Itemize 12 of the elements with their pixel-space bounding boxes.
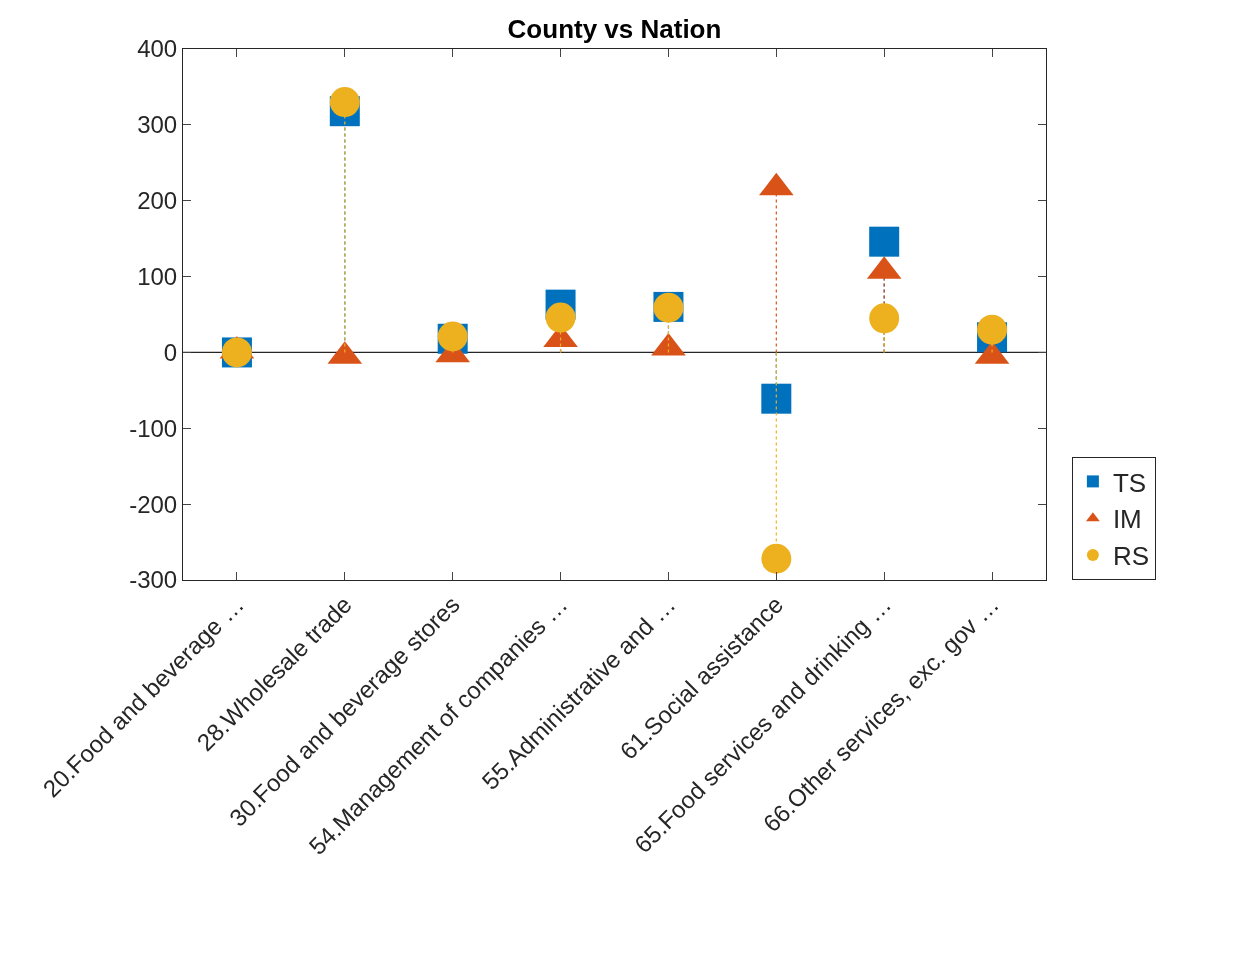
legend-label: RS	[1112, 541, 1150, 572]
y-tick-label: 400	[137, 35, 178, 63]
y-tick-label: -100	[129, 414, 178, 442]
y-tick-label: 200	[137, 187, 178, 215]
legend-label: IM	[1112, 504, 1142, 535]
y-tick-label: 300	[137, 111, 178, 139]
y-tick-label: -300	[129, 566, 178, 594]
y-tick-label: 100	[137, 262, 178, 290]
y-tick-label: 0	[163, 338, 178, 366]
chart-title: County vs Nation	[507, 13, 722, 44]
y-tick-label: -200	[129, 490, 178, 518]
legend-label: TS	[1112, 467, 1147, 498]
